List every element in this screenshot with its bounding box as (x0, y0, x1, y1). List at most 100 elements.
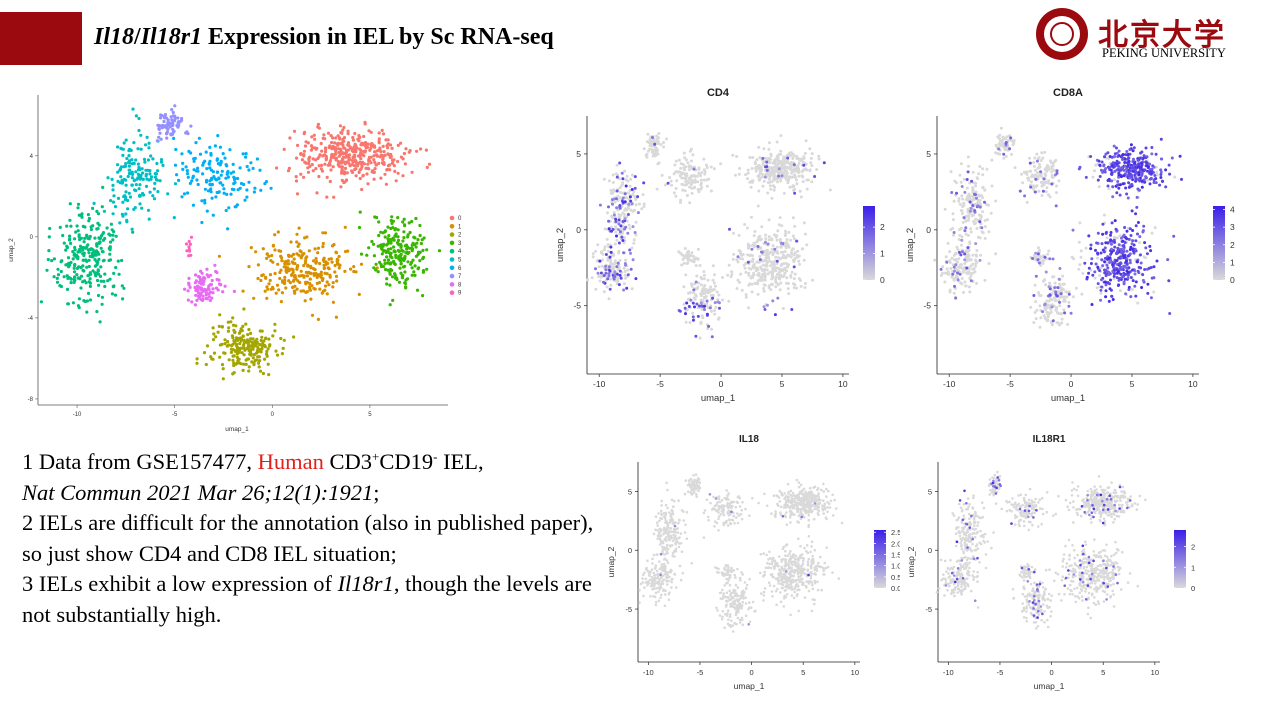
cell-point-expressed (1043, 255, 1047, 259)
point-cluster-3 (386, 258, 391, 262)
point-cluster-4 (96, 221, 100, 225)
point-cluster-0 (353, 158, 357, 162)
point-cluster-3 (413, 264, 417, 268)
cell-point (787, 292, 791, 296)
cell-point (625, 215, 629, 219)
point-cluster-4 (80, 212, 84, 216)
cell-point-expressed (689, 298, 693, 302)
cell-point-expressed (1115, 146, 1118, 150)
cell-point (791, 216, 795, 220)
point-cluster-6 (203, 187, 207, 191)
plot-title: IL18 (739, 434, 759, 445)
cell-point (799, 284, 803, 288)
cell-point (710, 309, 713, 313)
point-cluster-0 (368, 148, 372, 152)
point-cluster-2 (241, 334, 245, 338)
cell-point (620, 184, 624, 187)
title-text: Expression in IEL by Sc RNA-seq (202, 24, 554, 50)
cell-point (783, 492, 786, 495)
cell-point (768, 175, 772, 179)
point-cluster-1 (283, 275, 287, 279)
cell-point (1045, 169, 1049, 173)
point-cluster-7 (165, 124, 169, 128)
colorbar-tick-label: 0 (880, 275, 885, 285)
cell-point-expressed (1099, 298, 1103, 302)
point-cluster-3 (418, 259, 422, 263)
cell-point-expressed (1127, 285, 1131, 289)
cell-point-expressed (612, 213, 616, 217)
cell-point (1053, 281, 1057, 285)
cell-point (695, 287, 699, 291)
point-cluster-1 (328, 273, 332, 277)
cell-point (757, 260, 761, 264)
cell-point-expressed (1115, 191, 1119, 195)
point-cluster-6 (228, 148, 232, 152)
cell-point-expressed (666, 181, 670, 185)
point-cluster-2 (255, 358, 259, 362)
cell-point (966, 233, 970, 237)
cell-point-expressed (614, 217, 618, 221)
point-cluster-0 (311, 157, 315, 161)
cell-point (732, 231, 735, 235)
point-cluster-5 (126, 174, 130, 179)
point-cluster-3 (415, 288, 420, 292)
cell-point (998, 133, 1002, 137)
legend-marker-6 (449, 265, 455, 271)
point-cluster-3 (421, 255, 426, 259)
cell-point (949, 228, 953, 232)
point-cluster-4 (96, 293, 101, 298)
cell-point (827, 502, 831, 506)
point-cluster-2 (233, 341, 237, 345)
point-cluster-0 (386, 146, 390, 150)
point-cluster-4 (87, 237, 91, 241)
cell-point-expressed (1117, 186, 1121, 190)
cell-point-expressed (678, 309, 682, 313)
point-cluster-0 (403, 162, 407, 166)
point-cluster-6 (245, 195, 249, 199)
point-cluster-6 (200, 199, 204, 203)
point-cluster-7 (159, 113, 163, 117)
point-cluster-3 (402, 236, 406, 240)
cell-point-expressed (691, 318, 695, 322)
point-cluster-2 (202, 351, 207, 355)
point-cluster-8 (215, 270, 219, 275)
point-cluster-5 (130, 183, 134, 187)
cell-point (631, 173, 634, 177)
legend-label-7: 7 (458, 274, 462, 280)
cell-point (946, 241, 950, 245)
cell-point (795, 253, 799, 257)
point-cluster-8 (200, 271, 204, 275)
cell-point (784, 246, 788, 250)
x-tick-label: 10 (838, 379, 848, 389)
point-cluster-8 (213, 263, 217, 267)
point-cluster-3 (379, 265, 384, 269)
point-cluster-3 (402, 217, 406, 221)
point-cluster-4 (103, 236, 107, 241)
point-cluster-5 (116, 145, 120, 149)
point-cluster-3 (412, 243, 416, 247)
point-cluster-4 (79, 265, 83, 270)
cell-point (774, 275, 778, 279)
point-cluster-2 (282, 338, 286, 342)
cell-point-expressed (1111, 195, 1115, 199)
point-cluster-0 (356, 164, 360, 168)
cell-point-expressed (695, 302, 699, 306)
cell-point (1033, 168, 1037, 172)
cell-point-expressed (1130, 209, 1134, 213)
cell-point (996, 152, 1000, 155)
point-cluster-1 (292, 257, 296, 261)
point-cluster-1 (333, 263, 337, 268)
point-cluster-0 (326, 131, 331, 135)
cell-point (634, 220, 638, 224)
cell-point (960, 209, 964, 213)
point-cluster-6 (236, 176, 240, 181)
cell-point (758, 255, 762, 258)
point-cluster-2 (260, 347, 264, 351)
point-cluster-2 (221, 367, 225, 371)
cell-point-expressed (1121, 153, 1125, 157)
point-cluster-2 (253, 339, 257, 343)
point-cluster-4 (105, 226, 109, 230)
cell-point (965, 198, 968, 202)
cell-point (789, 161, 793, 164)
point-cluster-1 (297, 242, 301, 246)
